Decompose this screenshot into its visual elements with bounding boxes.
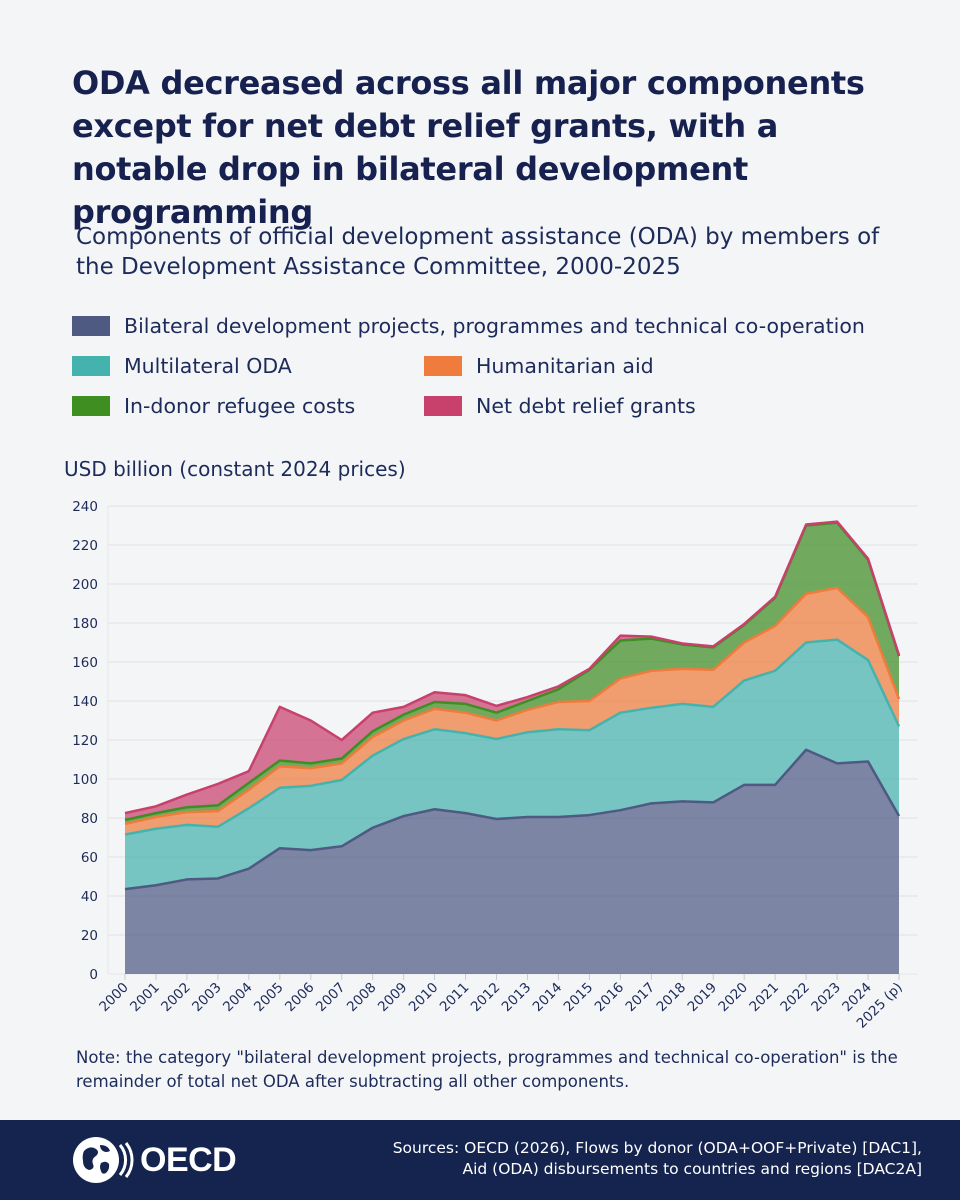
y-tick-label: 100 <box>72 772 98 788</box>
legend-label-bilateral: Bilateral development projects, programm… <box>124 314 865 338</box>
x-tick-label: 2015 <box>561 980 597 1016</box>
x-tick-label: 2004 <box>220 980 256 1016</box>
chart-note: Note: the category "bilateral developmen… <box>76 1048 898 1091</box>
legend-label-multilateral: Multilateral ODA <box>124 354 292 378</box>
area-debt <box>125 521 899 820</box>
oecd-logo[interactable]: OECD <box>70 1133 237 1187</box>
x-tick-label: 2002 <box>158 980 194 1016</box>
footer-bar: OECD Sources: OECD (2026), Flows by dono… <box>0 1120 960 1200</box>
sources-text: Sources: OECD (2026), Flows by donor (OD… <box>393 1138 922 1180</box>
y-tick-label: 120 <box>72 733 98 749</box>
y-tick-labels: 0 20 40 60 80 100 120 140 160 180 200 220 240 <box>72 499 98 983</box>
y-tick-label: 0 <box>89 967 98 983</box>
legend-item-multilateral: Multilateral ODA <box>72 354 292 378</box>
x-tick-label: 2009 <box>375 980 411 1016</box>
x-tick-label: 2006 <box>282 980 318 1016</box>
legend-swatch-refugee <box>72 396 110 416</box>
legend-item-humanitarian: Humanitarian aid <box>424 354 654 378</box>
x-tick-label: 2005 <box>251 980 287 1016</box>
area-multilateral <box>125 639 899 890</box>
x-tick-label: 2023 <box>808 980 844 1016</box>
y-tick-label: 160 <box>72 655 98 671</box>
y-axis-label: USD billion (constant 2024 prices) <box>64 457 406 481</box>
sources-line-1: Sources: OECD (2026), Flows by donor (OD… <box>392 1139 922 1157</box>
legend-label-debt: Net debt relief grants <box>476 394 696 418</box>
line-bilateral <box>124 748 901 891</box>
y-tick-label: 80 <box>81 811 98 827</box>
x-tick-label: 2008 <box>344 980 380 1016</box>
y-tick-label: 40 <box>81 889 98 905</box>
area-layers <box>125 521 899 974</box>
legend-swatch-bilateral <box>72 316 110 336</box>
area-humanitarian <box>125 587 899 835</box>
series-lines <box>124 520 901 891</box>
x-tick-label: 2003 <box>189 980 225 1016</box>
x-tick-label: 2012 <box>468 980 504 1016</box>
x-tick-label: 2011 <box>437 980 473 1016</box>
legend-label-humanitarian: Humanitarian aid <box>476 354 654 378</box>
x-tick-label: 2022 <box>777 980 813 1016</box>
legend-swatch-debt <box>424 396 462 416</box>
line-multilateral <box>124 638 901 836</box>
x-tick-label: 2017 <box>623 980 659 1016</box>
line-debt <box>124 520 901 815</box>
legend-item-bilateral: Bilateral development projects, programm… <box>72 314 865 338</box>
line-humanitarian <box>124 586 901 826</box>
logo-text: OECD <box>140 1140 237 1179</box>
y-tick-label: 180 <box>72 616 98 632</box>
x-tick-label: 2010 <box>406 980 442 1016</box>
x-tick-label: 2020 <box>715 980 751 1016</box>
x-tick-label: 2014 <box>530 980 566 1016</box>
x-tick-label: 2013 <box>499 980 535 1016</box>
y-tick-label: 240 <box>72 499 98 515</box>
legend-item-debt: Net debt relief grants <box>424 394 696 418</box>
area-refugee <box>125 522 899 824</box>
x-tick-label: 2000 <box>96 980 132 1016</box>
x-tick-labels: 2000200120022003200420052006200720082009… <box>96 974 906 1032</box>
x-tick-label: 2001 <box>127 980 163 1016</box>
legend-label-refugee: In-donor refugee costs <box>124 394 356 418</box>
y-tick-label: 60 <box>81 850 98 866</box>
x-tick-label: 2019 <box>684 980 720 1016</box>
chart-title: ODA decreased across all major component… <box>72 64 865 231</box>
legend-swatch-multilateral <box>72 356 110 376</box>
x-tick-label: 2007 <box>313 980 349 1016</box>
y-tick-label: 220 <box>72 538 98 554</box>
x-tick-label: 2016 <box>592 980 628 1016</box>
y-tick-label: 140 <box>72 694 98 710</box>
x-tick-label: 2021 <box>746 980 782 1016</box>
y-tick-label: 20 <box>81 928 98 944</box>
x-tick-label: 2018 <box>653 980 689 1016</box>
legend-swatch-humanitarian <box>424 356 462 376</box>
globe-icon <box>73 1137 134 1183</box>
area-bilateral <box>125 749 899 974</box>
sources-line-2: Aid (ODA) disbursements to countries and… <box>462 1160 923 1178</box>
chart-subtitle: Components of official development assis… <box>76 224 880 280</box>
y-tick-label: 200 <box>72 577 98 593</box>
legend-item-refugee: In-donor refugee costs <box>72 394 355 418</box>
